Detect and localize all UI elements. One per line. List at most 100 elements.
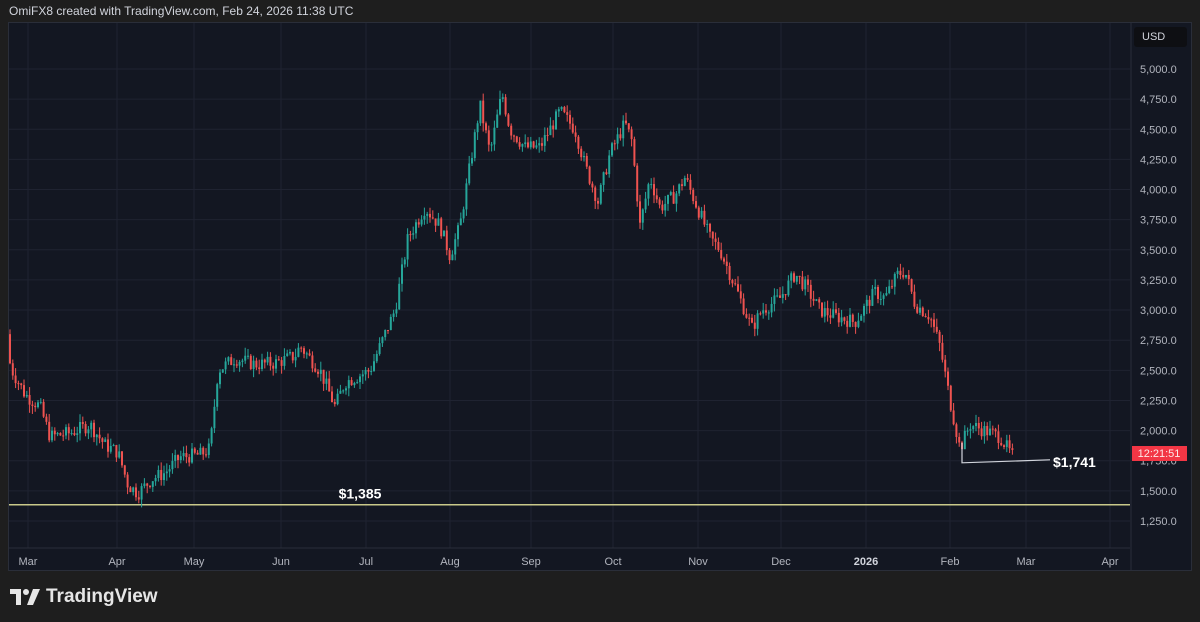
y-tick-label: 2,750.0 (1140, 335, 1177, 347)
support-label: $1,385 (339, 486, 382, 502)
y-tick-label: 4,250.0 (1140, 154, 1177, 166)
candle-body (143, 483, 146, 487)
candle-body (426, 213, 429, 216)
candle-body (294, 356, 297, 361)
candle-body (823, 308, 826, 317)
candle-body (76, 433, 79, 435)
candle-body (163, 473, 165, 481)
tradingview-logo: TradingView (10, 586, 158, 608)
candle-body (459, 218, 462, 226)
candle-body (395, 309, 398, 314)
candle-body (913, 291, 916, 307)
currency-button[interactable]: USD (1134, 27, 1187, 47)
candle-body (123, 465, 126, 475)
candle-body (969, 429, 972, 431)
candle-body (871, 288, 874, 306)
candle-body (756, 313, 759, 329)
candle-body (45, 416, 48, 422)
candle-body (557, 109, 560, 112)
candle-body (227, 357, 230, 362)
candle-body (1003, 445, 1005, 447)
candle-body (695, 201, 697, 208)
chart-panel[interactable] (8, 22, 1192, 571)
candle-body (193, 448, 196, 453)
candle-body (767, 312, 770, 314)
candle-body (177, 455, 179, 461)
candle-body (174, 455, 177, 461)
candle-body (73, 433, 76, 435)
candle-body (266, 356, 269, 363)
candle-body (398, 283, 401, 310)
y-tick-label: 3,500.0 (1140, 245, 1177, 257)
candle-body (191, 448, 193, 463)
candle-body (107, 439, 109, 452)
candle-body (709, 223, 711, 232)
candle-body (146, 483, 149, 486)
candle-body (333, 402, 336, 405)
candle-body (504, 97, 507, 115)
candle-body (837, 312, 840, 323)
candle-body (801, 276, 804, 290)
x-tick-label: Jul (359, 556, 373, 568)
candle-body (910, 279, 913, 292)
tradingview-logo-icon (10, 589, 40, 605)
candle-body (283, 356, 286, 366)
candle-body (241, 360, 244, 362)
candle-body (689, 179, 692, 190)
x-tick-label: Apr (108, 556, 125, 568)
candle-body (980, 428, 983, 437)
candle-body (734, 283, 737, 285)
x-tick-label: Aug (440, 556, 460, 568)
candle-body (381, 337, 384, 344)
candle-body (451, 254, 454, 261)
candle-body (482, 100, 485, 124)
candle-body (773, 295, 776, 304)
candle-body (919, 307, 921, 313)
x-tick-label: Apr (1101, 556, 1118, 568)
candle-body (14, 375, 17, 384)
candle-body (258, 367, 261, 369)
candle-body (633, 139, 636, 166)
candle-body (664, 203, 667, 211)
candle-body (566, 112, 569, 115)
candle-body (101, 438, 104, 442)
candle-body (205, 454, 207, 456)
candle-body (350, 380, 353, 386)
candle-body (56, 433, 59, 435)
candle-body (317, 371, 319, 374)
candle-body (336, 393, 339, 405)
candle-body (1000, 442, 1003, 446)
x-tick-label: 2026 (854, 556, 878, 568)
candle-body (160, 469, 163, 481)
candle-body (661, 204, 664, 211)
y-tick-label: 1,500.0 (1140, 486, 1177, 498)
candle-body (655, 195, 658, 200)
candle-body (361, 374, 364, 377)
candle-body (37, 402, 39, 408)
candle-body (210, 428, 213, 444)
candle-body (899, 270, 902, 276)
candle-body (935, 326, 938, 332)
candle-body (95, 434, 98, 438)
low-marker-line[interactable] (961, 442, 1051, 464)
candle-body (331, 391, 333, 403)
candle-body (473, 132, 476, 159)
candle-body (39, 401, 42, 403)
candle-body (409, 234, 412, 236)
candle-body (199, 447, 202, 455)
candle-body (860, 315, 863, 321)
candle-body (826, 308, 829, 316)
candle-body (305, 353, 308, 355)
candle-body (149, 485, 151, 487)
candle-body (135, 487, 137, 498)
candle-body (675, 193, 678, 204)
candle-body (639, 201, 641, 223)
candle-body (165, 471, 168, 474)
candle-body (434, 218, 437, 226)
countdown-timer: 12:21:51 (1138, 448, 1181, 460)
candle-body (779, 295, 781, 298)
candle-body (787, 280, 790, 296)
candle-body (308, 353, 311, 356)
candle-body (118, 451, 121, 458)
